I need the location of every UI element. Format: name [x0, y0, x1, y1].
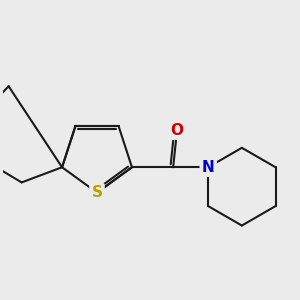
Text: O: O — [171, 123, 184, 138]
Text: N: N — [202, 160, 214, 175]
Text: S: S — [92, 185, 103, 200]
